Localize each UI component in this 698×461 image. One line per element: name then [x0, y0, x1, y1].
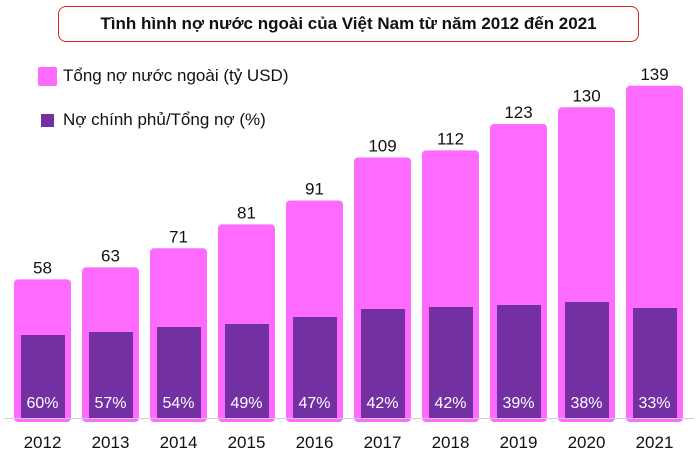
x-tick-label-2020: 2020	[568, 433, 606, 452]
legend-label-total: Tổng nợ nước ngoài (tỷ USD)	[63, 66, 289, 85]
x-tick-label-2012: 2012	[24, 433, 62, 452]
chart-title: Tình hình nợ nước ngoài của Việt Nam từ …	[58, 6, 639, 42]
x-tick-label-2018: 2018	[432, 433, 470, 452]
legend-swatch-total	[38, 66, 57, 86]
x-tick-label-2019: 2019	[500, 433, 538, 452]
data-label-share-2014: 54%	[162, 395, 194, 412]
data-label-total-2020: 130	[572, 86, 600, 105]
data-label-total-2016: 91	[305, 180, 324, 199]
legend-item-share: Nợ chính phủ/Tổng nợ (%)	[38, 110, 266, 130]
legend-swatch-share	[41, 113, 54, 127]
data-label-share-2016: 47%	[298, 395, 330, 412]
data-label-total-2012: 58	[33, 258, 52, 277]
bar-share-2014	[157, 327, 201, 418]
bar-share-2021	[633, 308, 677, 418]
data-label-total-2014: 71	[169, 227, 188, 246]
data-label-share-2015: 49%	[230, 395, 262, 412]
bar-share-2013	[89, 332, 133, 418]
bar-share-2016	[293, 317, 337, 418]
bar-share-2015	[225, 324, 269, 418]
legend-item-total: Tổng nợ nước ngoài (tỷ USD)	[38, 66, 288, 86]
data-label-total-2021: 139	[640, 65, 668, 84]
data-label-share-2021: 33%	[638, 395, 670, 412]
data-label-total-2013: 63	[101, 246, 120, 265]
data-label-share-2013: 57%	[94, 395, 126, 412]
x-tick-label-2015: 2015	[228, 433, 266, 452]
bar-share-2018	[429, 307, 473, 418]
data-label-share-2019: 39%	[502, 395, 534, 412]
data-label-share-2017: 42%	[366, 395, 398, 412]
data-label-total-2015: 81	[237, 203, 256, 222]
x-tick-label-2016: 2016	[296, 433, 334, 452]
x-tick-label-2021: 2021	[636, 433, 674, 452]
legend-label-share: Nợ chính phủ/Tổng nợ (%)	[63, 110, 266, 129]
bar-share-2019	[497, 305, 541, 418]
data-label-total-2018: 112	[437, 129, 464, 148]
x-tick-label-2017: 2017	[364, 433, 402, 452]
bar-share-2012	[21, 335, 65, 418]
data-label-total-2017: 109	[368, 136, 396, 155]
bar-share-2017	[361, 309, 405, 418]
data-label-share-2018: 42%	[434, 395, 466, 412]
x-tick-label-2013: 2013	[92, 433, 130, 452]
data-label-total-2019: 123	[504, 103, 532, 122]
x-tick-label-2014: 2014	[160, 433, 198, 452]
data-label-share-2020: 38%	[570, 395, 602, 412]
data-label-share-2012: 60%	[26, 395, 58, 412]
bar-share-2020	[565, 302, 609, 418]
